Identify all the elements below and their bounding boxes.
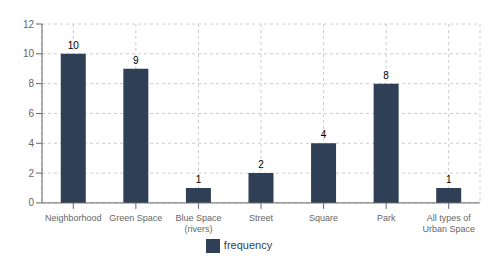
svg-text:Blue Space(rivers): Blue Space(rivers) xyxy=(175,213,221,233)
svg-text:10: 10 xyxy=(23,48,35,59)
svg-text:Street: Street xyxy=(249,213,274,223)
svg-text:6: 6 xyxy=(28,108,34,119)
svg-text:1: 1 xyxy=(196,174,202,185)
svg-text:0: 0 xyxy=(28,197,34,208)
svg-text:8: 8 xyxy=(383,70,389,81)
svg-text:2: 2 xyxy=(28,168,34,179)
svg-text:All types ofUrban Space: All types ofUrban Space xyxy=(422,213,475,233)
svg-text:4: 4 xyxy=(28,138,34,149)
svg-text:2: 2 xyxy=(258,159,264,170)
svg-text:Square: Square xyxy=(309,213,338,223)
svg-text:Neighborhood: Neighborhood xyxy=(45,213,102,223)
svg-text:Green Space: Green Space xyxy=(109,213,162,223)
svg-text:1: 1 xyxy=(446,174,452,185)
svg-text:8: 8 xyxy=(28,78,34,89)
svg-text:4: 4 xyxy=(321,129,327,140)
svg-text:10: 10 xyxy=(68,40,80,51)
html-text:frequency: frequency xyxy=(223,238,273,251)
svg-text:Park: Park xyxy=(377,213,396,223)
svg-text:9: 9 xyxy=(133,55,139,66)
svg-text:12: 12 xyxy=(23,19,35,30)
